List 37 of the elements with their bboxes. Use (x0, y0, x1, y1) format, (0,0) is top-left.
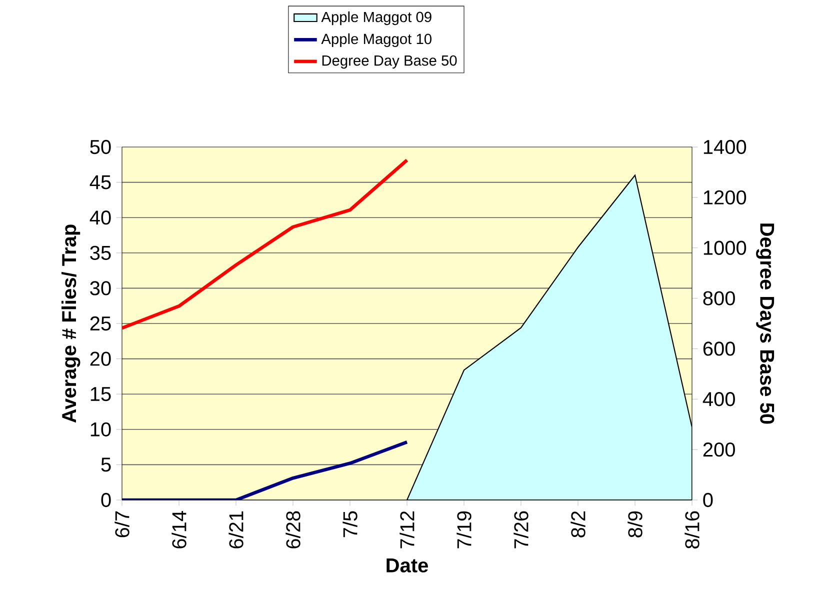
x-tick-label: 6/28 (286, 511, 300, 548)
x-axis-title: Date (386, 558, 428, 572)
y2-tick-label: 1200 (704, 190, 746, 204)
y2-tick-label: 1400 (704, 140, 746, 154)
x-tick-label: 8/9 (628, 511, 642, 538)
legend-label: Apple Maggot 09 (321, 11, 432, 26)
y-tick-label: 10 (90, 422, 111, 436)
y2-tick-label: 0 (703, 492, 713, 508)
y-tick-label: 20 (90, 352, 111, 366)
y-tick-label: 5 (101, 458, 111, 472)
x-tick-label: 8/16 (684, 511, 700, 548)
y-tick-label: 45 (90, 175, 111, 190)
x-tick-label: 7/5 (342, 511, 358, 538)
x-tick-label: 7/26 (514, 511, 528, 548)
x-tick-label: 8/2 (570, 511, 586, 538)
line-series (122, 158, 409, 330)
y2-tick-label: 400 (702, 392, 735, 406)
x-tick-label: 6/21 (228, 511, 244, 548)
y-tick-label: 50 (90, 140, 111, 154)
y2-tick-label: 800 (703, 291, 735, 306)
y-tick-label: 15 (90, 387, 111, 402)
y-tick-label: 35 (90, 246, 111, 260)
y-axis-title: Average # Flies/ Trap (61, 224, 80, 423)
y-tick-label: 40 (90, 210, 111, 225)
x-tick-label: 7/19 (456, 511, 472, 548)
y2-axis-title: Degree Days Base 50 (756, 224, 774, 424)
y-tick-label: 25 (90, 316, 111, 331)
y2-tick-label: 600 (703, 342, 735, 356)
legend-label: Apple Maggot 10 (321, 33, 432, 48)
y2-tick-label: 1000 (704, 240, 746, 255)
x-tick-label: 7/12 (400, 511, 414, 548)
y2-tick-label: 200 (703, 442, 735, 457)
x-tick-label: 6/7 (114, 511, 130, 538)
x-tick-label: 6/14 (172, 510, 186, 548)
legend-label: Degree Day Base 50 (322, 55, 457, 69)
y-tick-label: 0 (101, 492, 111, 508)
y-tick-label: 30 (90, 281, 111, 296)
